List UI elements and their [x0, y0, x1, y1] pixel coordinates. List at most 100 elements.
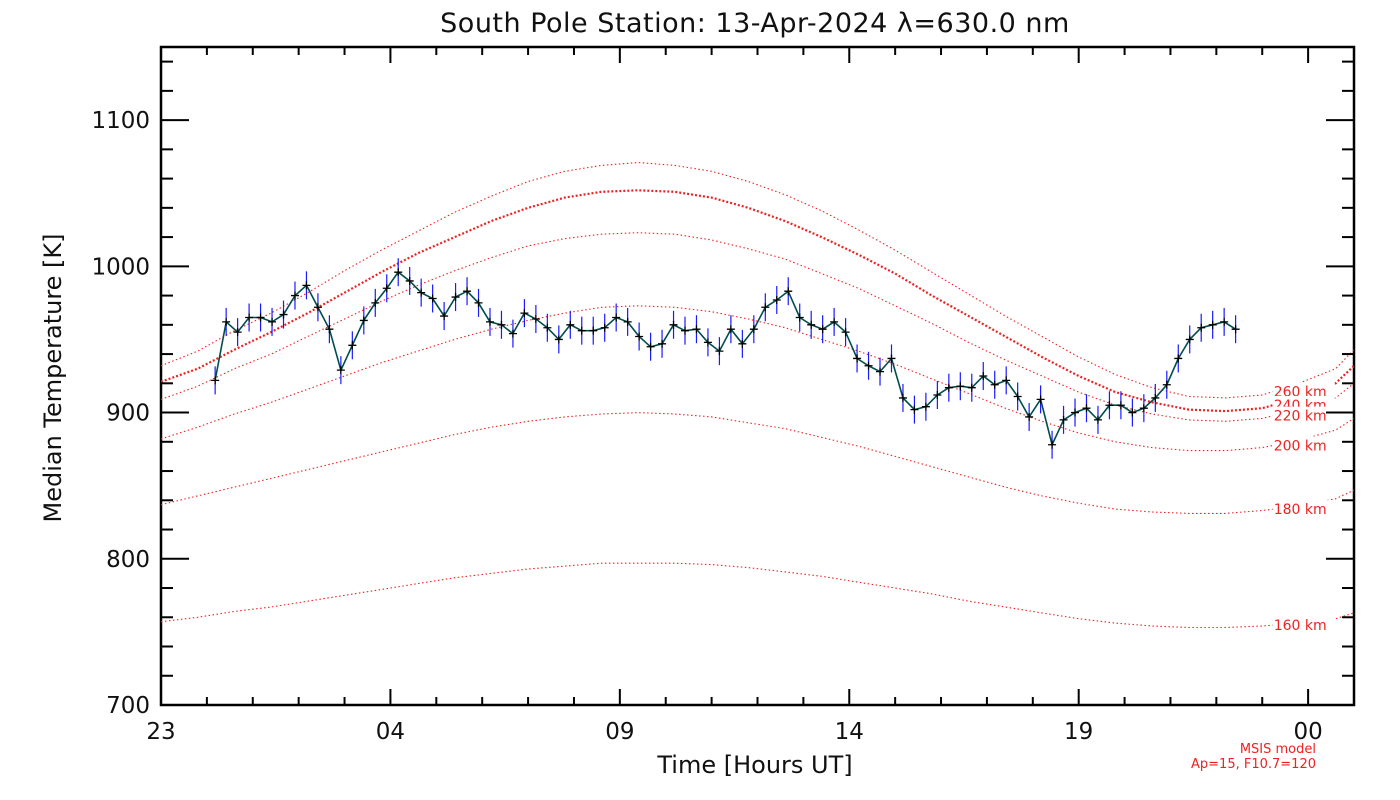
data-point-marker: [1139, 404, 1148, 413]
data-point-marker: [807, 320, 816, 329]
y-tick-label: 700: [106, 693, 150, 719]
data-point-marker: [451, 293, 460, 302]
data-point-marker: [703, 338, 712, 347]
y-tick-label: 900: [106, 401, 150, 427]
y-tick-label: 1000: [91, 254, 150, 280]
model-label-bg: [1272, 436, 1335, 452]
data-point-marker: [681, 326, 690, 335]
model-label-bg: [1272, 616, 1335, 632]
data-point-marker: [761, 303, 770, 312]
data-point-marker: [646, 342, 655, 351]
data-point-marker: [738, 339, 747, 348]
data-point-marker: [302, 281, 311, 290]
data-point-marker: [233, 328, 242, 337]
data-point-marker: [554, 335, 563, 344]
model-note: MSIS model: [1240, 742, 1316, 757]
model-curve-180km: [161, 412, 1354, 514]
data-point-marker: [245, 313, 254, 322]
model-curve-200km: [161, 305, 1354, 452]
data-point-marker: [1093, 415, 1102, 424]
data-point-marker: [1002, 376, 1011, 385]
data-point-marker: [1208, 320, 1217, 329]
data-point-marker: [336, 366, 345, 375]
measurement-line: [214, 271, 1237, 448]
data-point-marker: [692, 325, 701, 334]
data-point-marker: [933, 391, 942, 400]
data-point-marker: [440, 312, 449, 321]
data-point-marker: [715, 347, 724, 356]
data-point-marker: [1197, 323, 1206, 332]
y-axis-ticks: 700 800 900 1000 1100: [91, 60, 1354, 719]
data-point-marker: [830, 317, 839, 326]
data-point-marker: [1082, 404, 1091, 413]
y-tick-label: 1100: [91, 108, 150, 134]
x-tick-label: 04: [376, 719, 405, 745]
model-label-bg: [1272, 382, 1335, 398]
data-point-marker: [520, 309, 529, 318]
data-point-marker: [290, 291, 299, 300]
data-point-marker: [726, 325, 735, 334]
data-point-marker: [612, 313, 621, 322]
x-tick-label: 09: [605, 719, 634, 745]
data-point-marker: [463, 287, 472, 296]
data-point-marker: [876, 367, 885, 376]
data-point-marker: [371, 298, 380, 307]
data-point-marker: [979, 372, 988, 380]
chart-title: South Pole Station: 13-Apr-2024 λ=630.0 …: [440, 8, 1070, 39]
data-point-marker: [543, 323, 552, 332]
data-point-marker: [623, 317, 632, 326]
data-point-marker: [784, 287, 793, 296]
data-point-marker: [956, 382, 965, 391]
data-point-marker: [1048, 440, 1057, 449]
data-point-marker: [348, 341, 357, 350]
plot-frame: [159, 45, 1356, 707]
data-point-marker: [1231, 325, 1240, 334]
data-point-marker: [910, 405, 919, 414]
data-point-marker: [1185, 335, 1194, 344]
data-point-marker: [1071, 408, 1080, 417]
data-point-marker: [508, 329, 517, 338]
x-tick-label: 14: [835, 719, 864, 745]
data-point-marker: [313, 303, 322, 312]
data-point-marker: [887, 354, 896, 363]
data-point-marker: [635, 332, 644, 341]
data-point-marker: [1116, 401, 1125, 410]
model-label-200km: 200 km: [1274, 438, 1327, 454]
data-point-marker: [1151, 393, 1160, 402]
x-tick-label: 23: [146, 719, 175, 745]
data-point-marker: [898, 393, 907, 402]
data-point-marker: [382, 284, 391, 293]
data-point-marker: [268, 317, 277, 326]
model-label-bg: [1272, 500, 1335, 516]
model-curve-160km: [161, 562, 1354, 629]
model-label-bg: [1272, 406, 1335, 422]
msis-model-curves: [161, 161, 1354, 629]
x-tick-label: 00: [1293, 719, 1322, 745]
model-label-160km: 160 km: [1274, 618, 1327, 634]
data-point-marker: [359, 316, 368, 325]
model-curve-240km: [161, 189, 1354, 413]
data-point-marker: [531, 314, 540, 323]
data-point-marker: [279, 310, 288, 319]
data-point-marker: [1059, 415, 1068, 424]
data-point-marker: [566, 320, 575, 329]
data-point-marker: [818, 325, 827, 334]
data-point-marker: [405, 276, 414, 285]
model-curve-260km: [161, 161, 1354, 399]
model-params-note: Ap=15, F10.7=120: [1191, 757, 1316, 772]
data-point-marker: [1220, 317, 1229, 326]
data-point-marker: [1105, 401, 1114, 410]
data-point-marker: [990, 380, 999, 389]
data-point-marker: [1162, 380, 1171, 389]
x-axis-label: Time [Hours UT]: [656, 751, 852, 779]
data-point-marker: [394, 268, 403, 277]
data-point-marker: [497, 320, 506, 329]
x-tick-label: 19: [1064, 719, 1093, 745]
data-point-marker: [944, 383, 953, 392]
model-curve-220km: [161, 232, 1354, 422]
data-point-marker: [1174, 354, 1183, 363]
data-point-marker: [222, 317, 231, 326]
data-point-marker: [474, 298, 483, 307]
data-point-marker: [967, 383, 976, 392]
